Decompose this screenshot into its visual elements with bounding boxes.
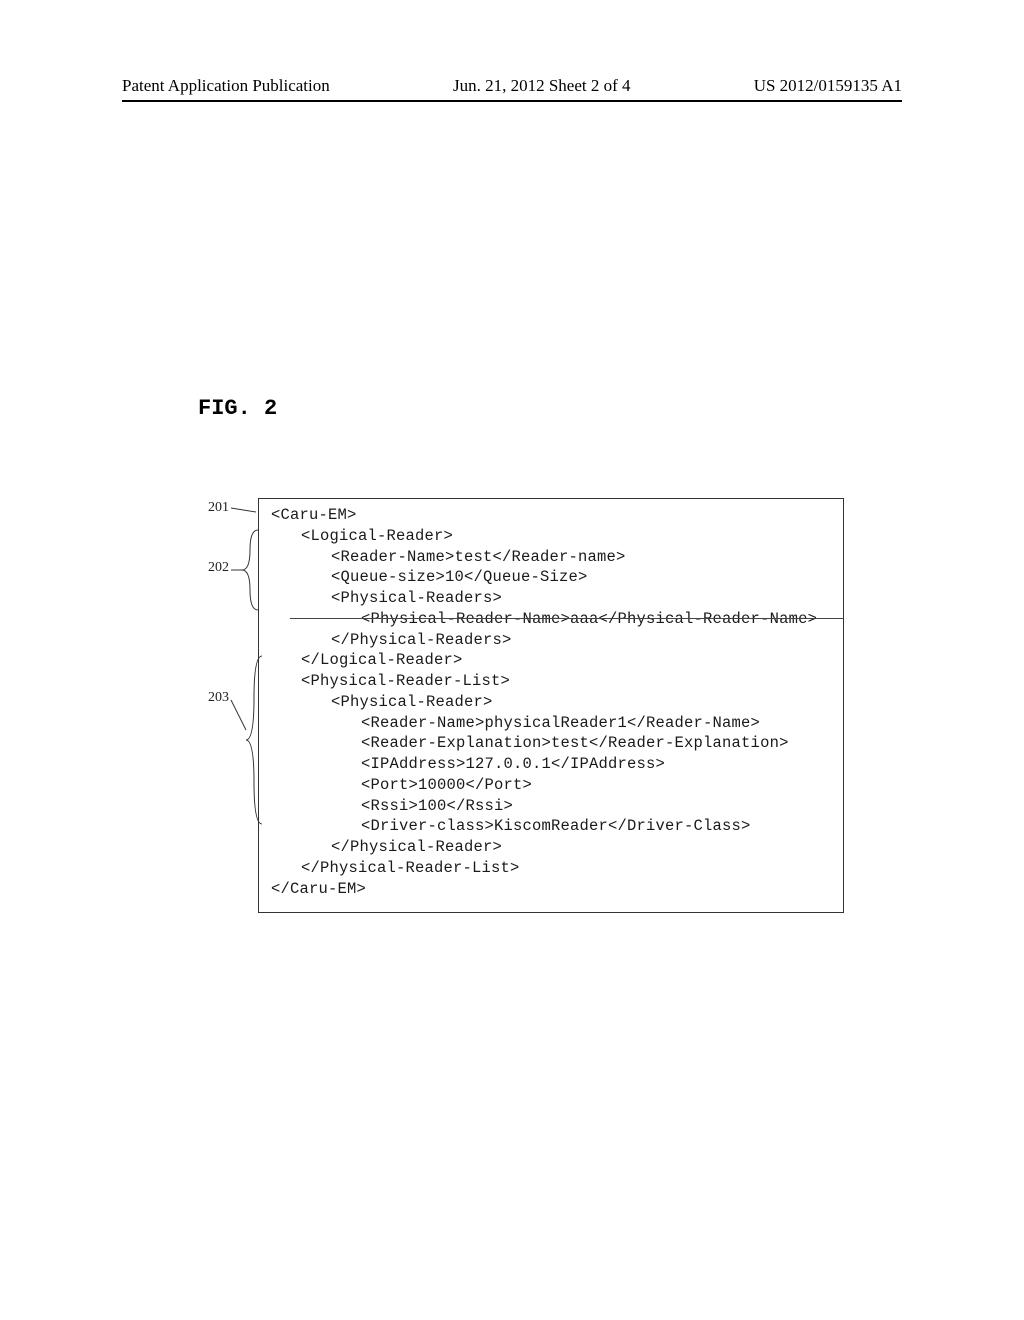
code-line: <Physical-Reader-List> bbox=[271, 671, 831, 692]
figure-label: FIG. 2 bbox=[198, 396, 277, 421]
inner-divider bbox=[290, 618, 844, 619]
code-line: <Reader-Name>physicalReader1</Reader-Nam… bbox=[271, 713, 831, 734]
callout-201: 201 bbox=[208, 500, 229, 516]
header-rule bbox=[122, 100, 902, 102]
code-line: </Caru-EM> bbox=[271, 879, 831, 900]
code-line: <Logical-Reader> bbox=[271, 526, 831, 547]
header-left: Patent Application Publication bbox=[122, 76, 330, 96]
code-line: </Physical-Readers> bbox=[271, 630, 831, 651]
code-line: <Physical-Reader> bbox=[271, 692, 831, 713]
header-right: US 2012/0159135 A1 bbox=[754, 76, 902, 96]
code-line: <Physical-Reader-Name>aaa</Physical-Read… bbox=[271, 609, 831, 630]
code-line: <Physical-Readers> bbox=[271, 588, 831, 609]
code-line: <Rssi>100</Rssi> bbox=[271, 796, 831, 817]
header-center: Jun. 21, 2012 Sheet 2 of 4 bbox=[453, 76, 631, 96]
code-line: </Physical-Reader-List> bbox=[271, 858, 831, 879]
code-line: <Caru-EM> bbox=[271, 505, 831, 526]
code-line: <IPAddress>127.0.0.1</IPAddress> bbox=[271, 754, 831, 775]
code-line: <Reader-Explanation>test</Reader-Explana… bbox=[271, 733, 831, 754]
callout-203: 203 bbox=[208, 690, 229, 706]
code-line: </Logical-Reader> bbox=[271, 650, 831, 671]
code-line: <Port>10000</Port> bbox=[271, 775, 831, 796]
code-line: </Physical-Reader> bbox=[271, 837, 831, 858]
header-row: Patent Application Publication Jun. 21, … bbox=[122, 76, 902, 96]
xml-code-box: <Caru-EM> <Logical-Reader> <Reader-Name>… bbox=[258, 498, 844, 913]
callout-202: 202 bbox=[208, 560, 229, 576]
code-line: <Queue-size>10</Queue-Size> bbox=[271, 567, 831, 588]
code-line: <Driver-class>KiscomReader</Driver-Class… bbox=[271, 816, 831, 837]
page-header: Patent Application Publication Jun. 21, … bbox=[0, 76, 1024, 108]
code-line: <Reader-Name>test</Reader-name> bbox=[271, 547, 831, 568]
